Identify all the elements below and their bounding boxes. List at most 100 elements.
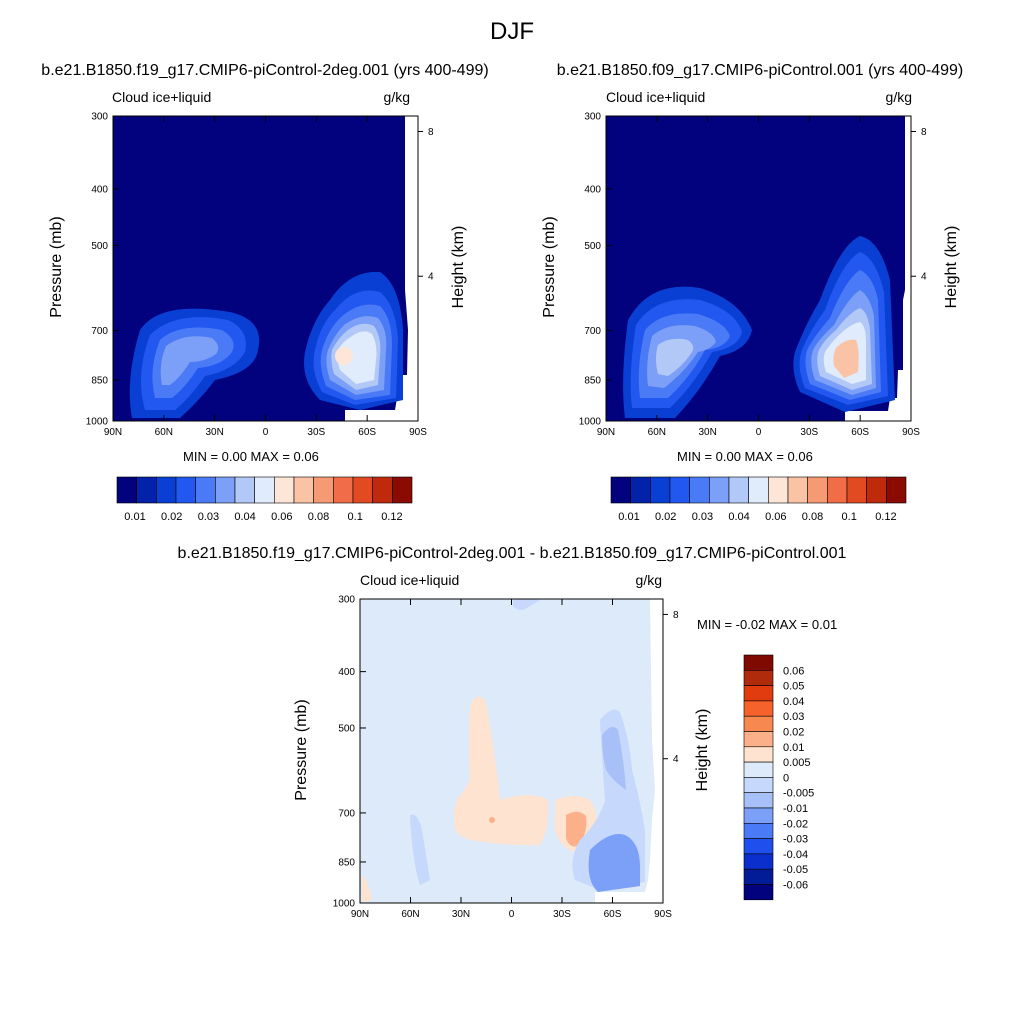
panel-2-sh-cloud-blob xyxy=(793,236,895,412)
panel-3-axes: 90N 60N 30N 0 30S 60S 90S 300 400 500 700 850 1000 8 4 xyxy=(333,595,679,921)
colorbar-box xyxy=(175,476,196,504)
colorbar-box xyxy=(743,838,774,855)
y-tick-label: 1000 xyxy=(579,417,602,428)
panel-3-negative-upper-sh xyxy=(602,726,626,790)
colorbar-label: 0.03 xyxy=(692,511,713,523)
panel-2-missing-region xyxy=(845,116,911,421)
panel-3-units: g/kg xyxy=(635,572,662,588)
colorbar-box xyxy=(274,476,295,504)
colorbar-label: -0.02 xyxy=(783,818,808,830)
colorbar-box xyxy=(195,476,216,504)
colorbar-box xyxy=(116,476,137,504)
colorbar-label: 0.01 xyxy=(783,742,804,754)
y-right-tick-label: 8 xyxy=(921,127,927,138)
panel-1-sh-cloud-blob xyxy=(304,271,403,410)
colorbar-box xyxy=(787,476,808,504)
colorbar-box xyxy=(215,476,236,504)
colorbar-label: 0.1 xyxy=(348,511,363,523)
colorbar-box xyxy=(650,476,671,504)
panel-1-case-title: b.e21.B1850.f19_g17.CMIP6-piControl-2deg… xyxy=(41,62,489,79)
colorbar-box xyxy=(254,476,275,504)
colorbar-box xyxy=(709,476,730,504)
y-tick-label: 700 xyxy=(91,326,108,337)
panel-3-positive-patch-surface xyxy=(362,875,372,902)
x-tick-label: 90S xyxy=(654,909,672,920)
y-right-tick-label: 4 xyxy=(673,754,679,765)
colorbar-box xyxy=(743,807,774,824)
colorbar-box xyxy=(748,476,769,504)
colorbar-box xyxy=(392,476,413,504)
y-tick-label: 400 xyxy=(338,667,355,678)
x-tick-label: 30S xyxy=(307,427,325,438)
y-tick-label: 500 xyxy=(584,241,601,252)
colorbar-box xyxy=(827,476,848,504)
colorbar-label: 0.04 xyxy=(234,511,255,523)
panel-3-positive-peak-tropics xyxy=(489,817,495,823)
colorbar-box xyxy=(743,669,774,686)
colorbar-box xyxy=(352,476,373,504)
y-tick-label: 400 xyxy=(584,184,601,195)
panel-1-axes: 90N 60N 30N 0 30S 60S 90S 300 400 500 700 850 1000 8 4 xyxy=(86,112,434,439)
colorbar-label: 0.03 xyxy=(783,711,804,723)
panel-2-axes: 90N 60N 30N 0 30S 60S 90S 300 400 500 700 850 1000 8 4 xyxy=(579,112,927,439)
colorbar-box xyxy=(630,476,651,504)
x-tick-label: 30S xyxy=(553,909,571,920)
colorbar-box xyxy=(610,476,631,504)
colorbar-box xyxy=(333,476,354,504)
y-tick-label: 700 xyxy=(584,326,601,337)
figure-title: DJF xyxy=(490,18,534,45)
y-tick-label: 1000 xyxy=(86,417,109,428)
y-right-tick-label: 8 xyxy=(428,127,434,138)
panel-2-case-title: b.e21.B1850.f09_g17.CMIP6-piControl.001 … xyxy=(556,62,964,79)
colorbar-box xyxy=(372,476,393,504)
colorbar-box xyxy=(728,476,749,504)
colorbar-box xyxy=(743,884,774,901)
panel-3-minmax: MIN = -0.02 MAX = 0.01 xyxy=(697,617,838,632)
panel-1-missing-region xyxy=(345,116,418,421)
colorbar-label: 0.06 xyxy=(783,665,804,677)
colorbar-label: -0.01 xyxy=(783,803,808,815)
x-tick-label: 30N xyxy=(452,909,470,920)
y-tick-label: 300 xyxy=(584,112,601,123)
panel-3-variable: Cloud ice+liquid xyxy=(360,572,460,588)
colorbar-label: 0.06 xyxy=(271,511,292,523)
x-tick-label: 60N xyxy=(648,427,666,438)
x-tick-label: 0 xyxy=(756,427,762,438)
x-tick-label: 90N xyxy=(351,909,369,920)
colorbar-2: 0.01 0.02 0.03 0.04 0.06 0.08 0.1 0.12 xyxy=(610,476,907,523)
x-tick-label: 60S xyxy=(358,427,376,438)
colorbar-label: 0.005 xyxy=(783,757,811,769)
colorbar-label: 0.08 xyxy=(308,511,329,523)
colorbar-label: -0.06 xyxy=(783,880,808,892)
colorbar-label: 0.03 xyxy=(198,511,219,523)
y-tick-label: 300 xyxy=(91,112,108,123)
colorbar-box xyxy=(234,476,255,504)
colorbar-label: 0.01 xyxy=(618,511,639,523)
colorbar-box xyxy=(136,476,157,504)
y-tick-label: 850 xyxy=(584,375,601,386)
colorbar-box xyxy=(743,654,774,671)
colorbar-box xyxy=(866,476,887,504)
colorbar-box xyxy=(743,746,774,763)
x-tick-label: 30N xyxy=(205,427,223,438)
colorbar-box xyxy=(293,476,314,504)
y-tick-label: 500 xyxy=(91,241,108,252)
panel-2-variable: Cloud ice+liquid xyxy=(606,89,706,105)
x-tick-label: 90S xyxy=(902,427,920,438)
x-tick-label: 60S xyxy=(604,909,622,920)
panel-3-negative-patch-nh xyxy=(410,814,430,885)
colorbar-3: 0.06 0.05 0.04 0.03 0.02 0.01 0.005 0 -0.005 -0.0… xyxy=(743,654,814,901)
colorbar-box xyxy=(669,476,690,504)
colorbar-box xyxy=(768,476,789,504)
colorbar-box xyxy=(743,777,774,794)
colorbar-label: 0.06 xyxy=(765,511,786,523)
colorbar-box xyxy=(743,731,774,748)
panel-2-units: g/kg xyxy=(885,89,912,105)
colorbar-label: 0.04 xyxy=(728,511,749,523)
panel-3-negative-patch-top xyxy=(513,599,540,610)
x-tick-label: 90S xyxy=(409,427,427,438)
panel-1-variable: Cloud ice+liquid xyxy=(112,89,212,105)
colorbar-label: -0.04 xyxy=(783,849,808,861)
y-tick-label: 1000 xyxy=(333,899,356,910)
colorbar-label: 0 xyxy=(783,772,789,784)
